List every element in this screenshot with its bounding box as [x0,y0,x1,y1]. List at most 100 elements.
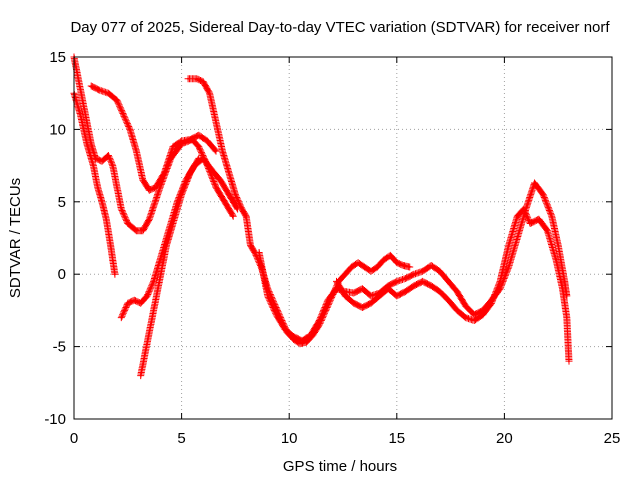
grid [74,57,612,419]
data-point [404,290,407,293]
data-point [516,215,519,218]
data-point [126,222,129,225]
data-point [490,302,493,305]
data-point [561,287,564,290]
data-point [92,164,95,167]
y-tick-label: 10 [49,121,66,138]
data-point [404,277,407,280]
x-axis-label: GPS time / hours [283,458,397,475]
data-point [402,264,405,267]
data-point [227,193,230,196]
data-point [438,290,441,293]
data-point [120,316,123,319]
y-tick-label: -5 [53,339,66,356]
data-point [533,181,536,184]
data-point [464,305,467,308]
data-point [156,287,159,290]
data-point [249,244,252,247]
data-point [361,287,364,290]
data-point [565,316,568,319]
data-point [107,154,110,157]
data-point [189,171,192,174]
data-point [144,352,147,355]
y-axis-label: SDTVAR / TECUs [7,178,24,298]
data-point [430,264,433,267]
data-point [139,374,142,377]
data-point [361,306,364,309]
data-point [163,171,166,174]
data-point [245,215,248,218]
axis-ticks: 0 5 10 15 20 25 -10 -5 0 5 10 15 [44,49,620,447]
data-point [507,265,510,268]
data-point [227,171,230,174]
data-point [148,218,151,221]
data-point [152,280,155,283]
data-point [382,258,385,261]
data-point [234,193,237,196]
data-point [473,313,476,316]
data-point [141,229,144,232]
data-point [421,280,424,283]
data-point [96,186,99,189]
y-tick-label: 5 [58,194,66,211]
data-point [146,294,149,297]
data-point [159,186,162,189]
data-point [135,229,138,232]
series-track-2 [70,89,119,278]
data-point [215,186,218,189]
data-point [139,302,142,305]
data-point [326,299,329,302]
series-track-3 [87,82,220,194]
data-point [187,77,190,80]
data-point [473,319,476,322]
data-point [195,77,198,80]
data-point [438,270,441,273]
data-point [275,313,278,316]
data-point [522,208,525,211]
data-point [456,290,459,293]
data-point [77,77,80,80]
data-point [126,302,129,305]
series-track-4 [184,75,414,348]
data-point [128,128,131,131]
data-point [309,334,312,337]
data-point [161,265,164,268]
data-point [516,237,519,239]
data-point [292,335,295,338]
data-point [389,254,392,257]
data-point [542,193,545,196]
data-point [240,208,243,211]
data-point [395,294,398,297]
data-point [456,309,459,312]
data-point [81,99,84,102]
data-point [395,280,398,283]
data-point [335,280,338,283]
data-point [109,244,112,247]
plot-frame [73,56,613,420]
y-tick-label: 0 [58,266,66,283]
data-point [223,200,226,203]
data-point [557,244,560,247]
data-point [116,186,119,189]
data-point [266,294,269,297]
data-point [555,258,558,261]
data-point [197,134,200,137]
data-point [369,302,372,305]
y-tick-label: -10 [44,411,66,428]
data-point [344,294,347,297]
data-point [165,244,168,247]
data-point [301,339,304,342]
data-point [141,179,144,182]
x-tick-label: 0 [70,430,78,447]
data-point [148,331,151,334]
x-tick-label: 15 [388,430,405,447]
series-track-6 [333,205,573,365]
data-point [154,186,157,189]
data-point [180,193,183,196]
y-tick-label: 15 [49,49,66,66]
data-point [206,139,209,142]
data-point [318,319,321,322]
data-point [90,142,93,145]
data-point [363,265,366,268]
